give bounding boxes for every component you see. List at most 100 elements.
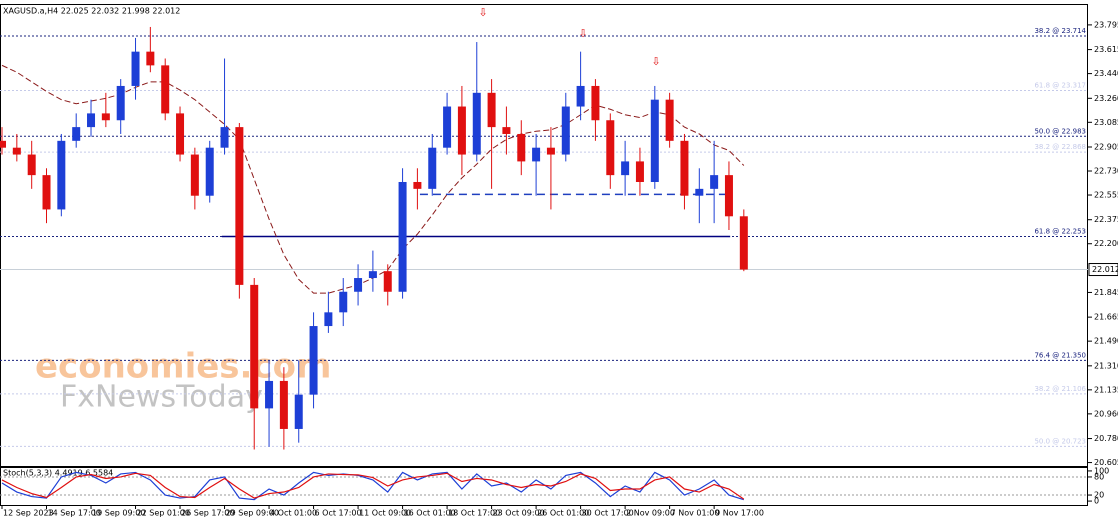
y-tick-label: 23.615 xyxy=(1094,45,1118,54)
candle-body xyxy=(190,154,199,196)
peak-arrow: ⇩ xyxy=(651,55,660,68)
x-tick-label: 6 Oct 17:00 xyxy=(315,509,362,518)
candle-body xyxy=(383,271,392,292)
y-tick-label: 23.085 xyxy=(1094,118,1118,127)
fib-label: 61.8 @ 23.317 xyxy=(1034,81,1086,89)
candle-body xyxy=(472,92,481,155)
fib-label: 38.2 @ 22.868 xyxy=(1034,143,1086,151)
candle-body xyxy=(398,181,407,292)
stoch-line xyxy=(1,472,745,500)
candle-body xyxy=(532,147,541,162)
candle-body xyxy=(250,284,259,409)
x-tick-label: 9 Nov 17:00 xyxy=(715,509,764,518)
y-tick-label: 21.845 xyxy=(1094,288,1118,297)
y-tick-label: 0 xyxy=(1094,497,1099,506)
y-tick-label: 21.490 xyxy=(1094,337,1118,346)
y-tick-label: 22.555 xyxy=(1094,191,1118,200)
candle-body xyxy=(309,326,318,395)
y-tick-label: 20.780 xyxy=(1094,434,1118,443)
candle-body xyxy=(502,127,511,134)
price-label: 22.012 xyxy=(1092,265,1118,274)
fib-label: 76.4 @ 21.350 xyxy=(1034,351,1086,359)
candle-body xyxy=(146,51,155,66)
x-tick-label: 23 Oct 09:00 xyxy=(493,509,545,518)
y-tick-label: 20 xyxy=(1094,491,1104,500)
candle-body xyxy=(205,147,214,196)
candle-body xyxy=(87,113,96,128)
candle-body xyxy=(546,147,555,155)
x-tick-label: 30 Oct 17:00 xyxy=(582,509,634,518)
candle-body xyxy=(576,85,585,107)
candle-body xyxy=(457,106,466,155)
candle-body xyxy=(176,113,185,155)
candle-body xyxy=(72,127,81,141)
y-tick-label: 22.730 xyxy=(1094,167,1118,176)
fib-label: 61.8 @ 22.253 xyxy=(1034,227,1086,235)
x-tick-label: 26 Sep 17:00 xyxy=(181,509,234,518)
fib-label: 50.0 @ 22.983 xyxy=(1034,127,1086,135)
y-tick-label: 23.440 xyxy=(1094,69,1118,78)
candle-body xyxy=(279,380,288,429)
y-tick-label: 22.200 xyxy=(1094,239,1118,248)
y-tick-label: 21.135 xyxy=(1094,385,1118,394)
x-tick-label: 18 Oct 17:00 xyxy=(448,509,500,518)
fib-label: 38.2 @ 21.106 xyxy=(1034,385,1086,393)
candle-body xyxy=(635,161,644,182)
x-tick-label: 7 Nov 01:00 xyxy=(671,509,720,518)
candle-body xyxy=(235,127,244,285)
main-frame xyxy=(0,4,1088,467)
x-tick-label: 14 Sep 17:00 xyxy=(48,509,101,518)
x-tick-label: 22 Sep 01:00 xyxy=(137,509,190,518)
y-tick-label: 20.960 xyxy=(1094,409,1118,418)
candle-body xyxy=(101,113,110,121)
y-tick-label: 23.795 xyxy=(1094,20,1118,29)
x-tick-label: 26 Oct 01:00 xyxy=(537,509,589,518)
candle-body xyxy=(650,99,659,182)
x-tick-label: 19 Sep 09:00 xyxy=(92,509,145,518)
watermark: economies.com xyxy=(35,347,331,387)
x-tick-label: 11 Oct 09:00 xyxy=(359,509,411,518)
candle-body xyxy=(487,92,496,128)
peak-arrow: ⇩ xyxy=(478,6,487,19)
candle-body xyxy=(561,106,570,155)
candle-body xyxy=(57,140,66,210)
x-tick-label: 29 Sep 09:00 xyxy=(226,509,279,518)
candle-body xyxy=(116,85,125,121)
y-tick-label: 20.605 xyxy=(1094,458,1118,467)
candle-body xyxy=(131,51,140,86)
x-tick-label: 2 Nov 09:00 xyxy=(626,509,675,518)
candle-body xyxy=(517,133,526,162)
peak-arrow: ⇩ xyxy=(578,27,587,40)
candle-body xyxy=(339,291,348,313)
candle-body xyxy=(12,147,21,155)
candle-body xyxy=(665,99,674,141)
candle-body xyxy=(710,175,719,189)
candle-body xyxy=(680,140,689,196)
candle-body xyxy=(413,181,422,189)
candle-body xyxy=(27,154,36,176)
watermark: FxNewsToday xyxy=(60,380,263,415)
y-tick-label: 21.310 xyxy=(1094,361,1118,370)
candle-body xyxy=(265,380,274,409)
y-tick-label: 22.905 xyxy=(1094,143,1118,152)
y-tick-label: 100 xyxy=(1094,466,1109,475)
candle-body xyxy=(739,216,748,270)
candle-body xyxy=(220,127,229,148)
candle-body xyxy=(42,175,51,210)
stoch-title: Stoch(5,3,3) 4.4919 6.5584 xyxy=(3,469,113,478)
candle-body xyxy=(621,161,630,176)
fib-label: 50.0 @ 20.723 xyxy=(1034,437,1086,445)
candle-body xyxy=(428,147,437,189)
y-tick-label: 80 xyxy=(1094,472,1104,481)
y-tick-label: 21.665 xyxy=(1094,313,1118,322)
x-tick-label: 16 Oct 01:00 xyxy=(404,509,456,518)
candle-body xyxy=(591,85,600,121)
y-tick-label: 23.260 xyxy=(1094,94,1118,103)
price-box xyxy=(1088,263,1118,277)
candle-body xyxy=(606,120,615,176)
candle-body xyxy=(354,278,363,292)
candle-body xyxy=(368,271,377,279)
candle-body xyxy=(0,140,7,148)
